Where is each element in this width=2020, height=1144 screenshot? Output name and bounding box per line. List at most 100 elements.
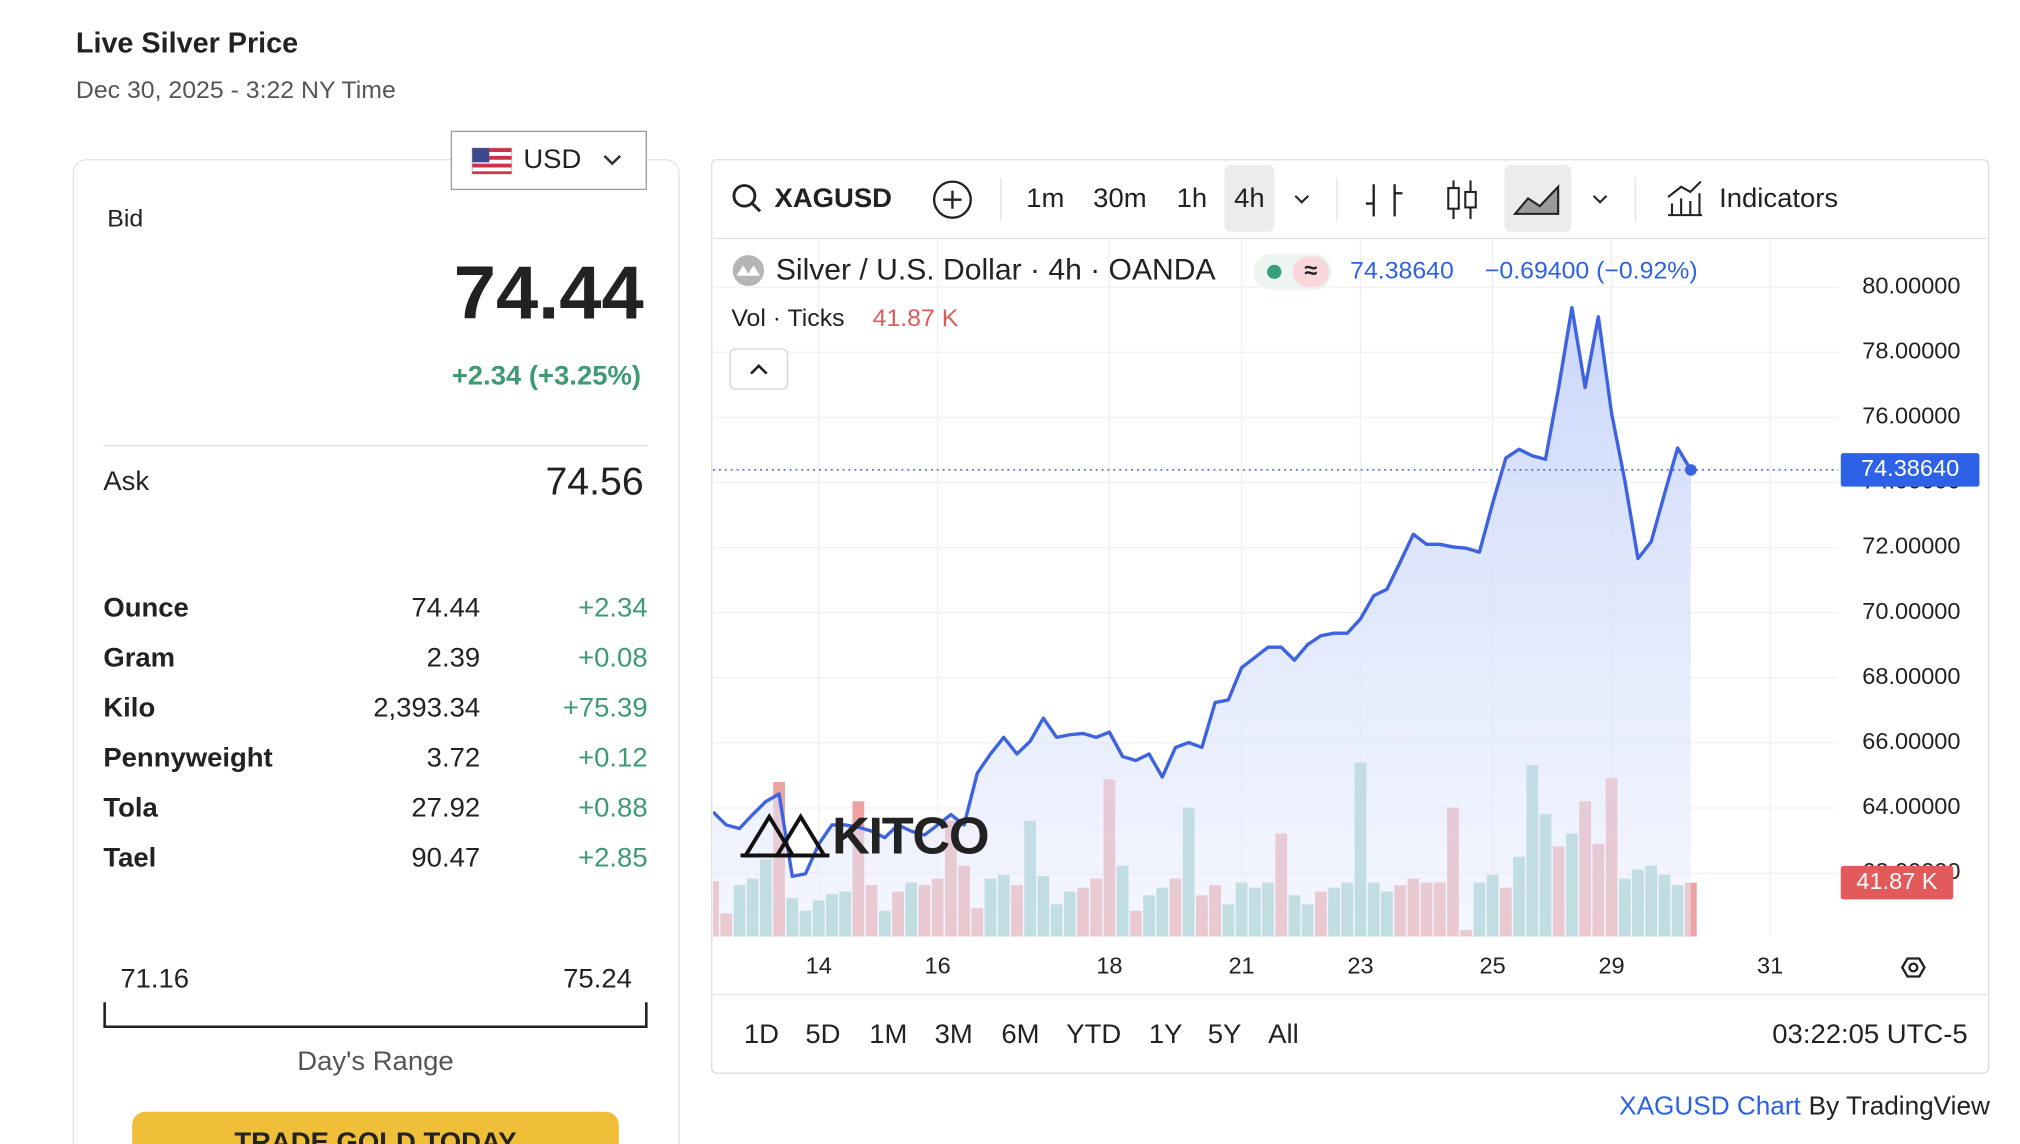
area-icon[interactable]: [1512, 184, 1560, 215]
unit-change: +75.39: [563, 692, 648, 723]
range-button[interactable]: 5Y: [1208, 1018, 1242, 1049]
price-tag-label: 74.38640: [1861, 455, 1959, 481]
symbol[interactable]: XAGUSD: [775, 182, 892, 213]
price-card: [72, 159, 680, 1144]
collapse-caret: [750, 364, 768, 375]
search-icon: [732, 184, 757, 208]
symbol-icon-mark: [736, 265, 761, 276]
y-tick-label: 64.00000: [1862, 793, 1960, 819]
logo-text: KITCO: [832, 808, 988, 866]
range-button[interactable]: YTD: [1066, 1018, 1121, 1049]
chevron[interactable]: [1592, 195, 1608, 204]
price-series: [713, 305, 1693, 937]
interval[interactable]: 1m: [1026, 182, 1064, 213]
ask-label: Ask: [103, 465, 149, 496]
range-button[interactable]: 3M: [935, 1018, 973, 1049]
volume-tag-label: 41.87 K: [1856, 868, 1938, 894]
search-icon-handle: [751, 202, 762, 213]
footer-link[interactable]: XAGUSD Chart: [1619, 1091, 1801, 1121]
unit-name: Ounce: [103, 592, 188, 623]
plus-circle[interactable]: [932, 180, 972, 219]
status-dot: [1267, 264, 1282, 279]
unit-table: Ounce 74.44 +2.34 Gram 2.39 +0.08 Kilo 2,393.34…: [103, 592, 647, 873]
last-price-dot: [1684, 464, 1697, 476]
bid-change: +2.34 (+3.25%): [452, 360, 641, 391]
status-icon: ≈: [1304, 257, 1317, 283]
candle-body: [1464, 190, 1477, 209]
currency-select[interactable]: USD: [450, 130, 647, 191]
currency-label[interactable]: USD: [523, 143, 581, 174]
x-tick-label: 23: [1347, 953, 1373, 979]
price-area: [713, 307, 1691, 937]
range-label: Day's Range: [297, 1045, 453, 1076]
unit-change: +0.12: [578, 742, 647, 773]
interval[interactable]: 4h: [1234, 182, 1265, 213]
bid-label: Bid: [107, 206, 143, 233]
compare-button[interactable]: [932, 180, 972, 219]
cta-label[interactable]: TRADE GOLD TODAY: [234, 1126, 516, 1144]
x-tick-label: 16: [925, 953, 951, 979]
unit-price: 3.72: [427, 742, 480, 773]
range-button[interactable]: All: [1268, 1018, 1299, 1049]
x-tick-label: 18: [1096, 953, 1122, 979]
y-tick-label: 80.00000: [1862, 272, 1960, 298]
unit-price: 27.92: [411, 792, 480, 823]
us-flag: [471, 147, 513, 175]
volume-last: 41.87 K: [873, 305, 959, 332]
interval-active-bg: [1224, 164, 1275, 232]
unit-change: +0.88: [578, 792, 647, 823]
range-button[interactable]: 1Y: [1149, 1018, 1183, 1049]
indicators-label[interactable]: Indicators: [1719, 182, 1838, 213]
interval[interactable]: 30m: [1093, 182, 1146, 213]
symbol-search[interactable]: XAGUSD: [732, 182, 892, 213]
plus-icon: [943, 190, 962, 209]
unit-change: +0.08: [578, 642, 647, 673]
x-tick-label: 21: [1228, 953, 1254, 979]
status-pill-alert: [1292, 256, 1330, 288]
volume-label: Vol · Ticks: [731, 305, 844, 332]
volume-tag: [1840, 865, 1954, 900]
range-button[interactable]: 1M: [869, 1018, 907, 1049]
range-bar: [103, 1002, 648, 1029]
x-tick-label: 31: [1757, 953, 1783, 979]
settings-icon-center: [1908, 962, 1919, 973]
footer-by: By TradingView: [1809, 1091, 1990, 1121]
price-change: −0.69400 (−0.92%): [1485, 257, 1698, 284]
x-tick-label: 29: [1598, 953, 1624, 979]
collapse-button[interactable]: [729, 348, 789, 390]
range-high: 75.24: [563, 963, 632, 994]
y-tick-label: 76.00000: [1862, 403, 1960, 429]
price-axis: 62.0000064.0000066.0000068.0000070.00000…: [1862, 272, 1960, 884]
indicators-icon[interactable]: [1667, 180, 1703, 217]
x-tick-label: 14: [806, 953, 832, 979]
last-price: 74.38640: [1350, 257, 1454, 284]
price-tag: [1840, 453, 1980, 487]
candle-body: [1447, 187, 1460, 210]
unit-name: Tael: [103, 842, 156, 873]
unit-name: Kilo: [103, 692, 155, 723]
chevron[interactable]: [1294, 195, 1310, 204]
symbol-icon: [732, 255, 765, 287]
page-title: Live Silver Price: [76, 28, 298, 60]
interval[interactable]: 1h: [1177, 182, 1208, 213]
ask-price: 74.56: [545, 461, 643, 504]
range-button[interactable]: 1D: [744, 1018, 779, 1049]
settings-icon[interactable]: [1900, 957, 1926, 978]
y-tick-label: 66.00000: [1862, 728, 1960, 754]
settings-button[interactable]: [1900, 957, 1926, 978]
cta-button[interactable]: [132, 1111, 619, 1144]
bars-icon[interactable]: [1365, 184, 1403, 217]
unit-price: 2.39: [427, 642, 480, 673]
y-tick-label: 70.00000: [1862, 598, 1960, 624]
range-button[interactable]: 6M: [1001, 1018, 1039, 1049]
range-button[interactable]: 5D: [805, 1018, 840, 1049]
unit-change: +2.85: [578, 842, 647, 873]
unit-price: 2,393.34: [373, 692, 480, 723]
unit-name: Pennyweight: [103, 742, 272, 773]
timestamp: Dec 30, 2025 - 3:22 NY Time: [76, 77, 396, 104]
x-tick-label: 25: [1480, 953, 1506, 979]
chart-title: Silver / U.S. Dollar · 4h · OANDA: [776, 254, 1216, 287]
